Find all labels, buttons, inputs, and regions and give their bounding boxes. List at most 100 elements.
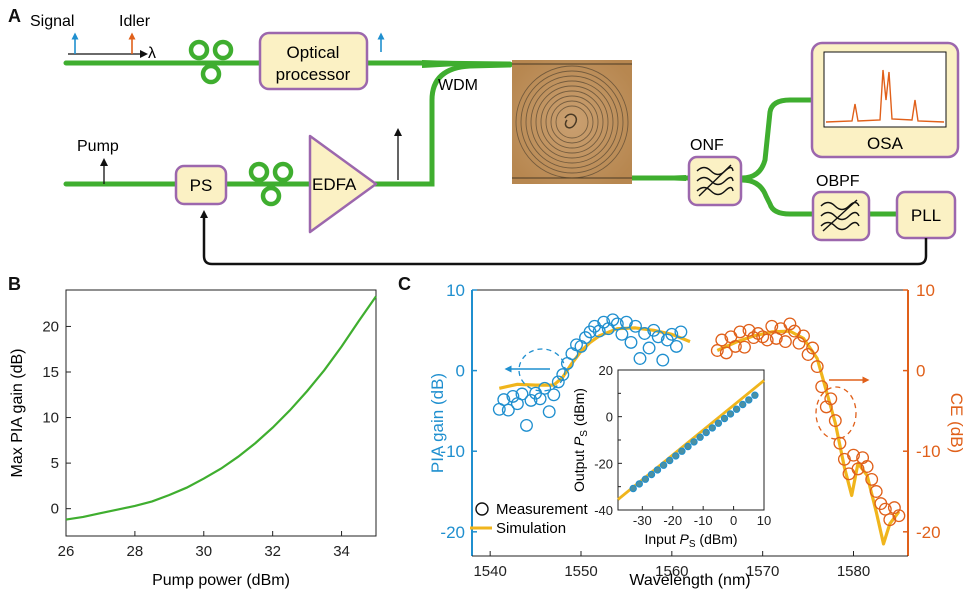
measurement-point-right bbox=[783, 317, 797, 331]
inset-point bbox=[647, 470, 656, 479]
inset-ytick-label: -20 bbox=[594, 456, 613, 471]
legend-measurement-marker bbox=[475, 502, 489, 516]
inset-ticks: -30 -20 -10 0 10 -40 -20 0 20 bbox=[594, 363, 771, 528]
measurement-point-left bbox=[547, 388, 561, 402]
measurement-point-left bbox=[624, 335, 638, 349]
inset-point bbox=[751, 391, 759, 399]
plot-c-xtick-label: 1560 bbox=[655, 563, 688, 580]
ps-box bbox=[174, 164, 228, 206]
plot-b-frame bbox=[65, 289, 377, 537]
measurement-point-right bbox=[801, 348, 815, 361]
plot-b-ytick-label: 5 bbox=[51, 455, 59, 472]
measurement-point-left bbox=[606, 313, 620, 327]
measurement-point-left bbox=[638, 327, 652, 340]
measurement-point-left bbox=[515, 387, 529, 401]
measurement-point-right bbox=[860, 460, 874, 473]
setup-diagram: A λ Signal Idler bbox=[8, 6, 960, 266]
inset-point bbox=[702, 428, 710, 437]
optical-processor-box bbox=[258, 31, 369, 91]
plot-c-xtick-label: 1580 bbox=[837, 563, 870, 580]
onf-filter-icon bbox=[696, 164, 734, 197]
measurement-point-left bbox=[674, 325, 688, 339]
plot-c-xtick-label: 1550 bbox=[564, 563, 597, 580]
measurement-point-right bbox=[819, 400, 833, 414]
measurement-point-right bbox=[738, 340, 751, 354]
inset-point bbox=[708, 424, 716, 432]
plot-c-right-ytick-label: -10 bbox=[916, 442, 941, 461]
measurement-point-right bbox=[733, 325, 747, 339]
plot-c-ylabel-left: PIA gain (dB) bbox=[428, 373, 447, 473]
legend-simulation-label: Simulation bbox=[496, 520, 566, 537]
feedback-loop bbox=[200, 210, 928, 266]
measurement-point-left bbox=[651, 330, 665, 344]
measurement-point-right bbox=[797, 329, 810, 343]
inset-xlabel: Input PS (dBm) bbox=[644, 531, 737, 550]
plot-c-left-ytick-label: -10 bbox=[440, 442, 465, 461]
plot-c-data bbox=[492, 313, 906, 546]
inset-point bbox=[696, 433, 704, 441]
inset-point bbox=[659, 461, 668, 469]
plot-b-xtick-label: 30 bbox=[195, 543, 212, 560]
left-series-highlight bbox=[518, 348, 566, 392]
osa-spectrum-icon bbox=[825, 69, 945, 123]
output-taper bbox=[616, 175, 686, 181]
plot-c-right-ytick-label: 0 bbox=[916, 362, 925, 381]
plot-c-ylabel-right: CE (dB) bbox=[947, 393, 965, 453]
inset-point bbox=[672, 452, 680, 460]
legend-measurement-label: Measurement bbox=[496, 501, 589, 518]
measurement-point-right bbox=[742, 323, 756, 337]
right-series-highlight bbox=[815, 386, 857, 440]
measurement-point-right bbox=[815, 380, 829, 394]
measurement-point-left bbox=[633, 352, 647, 365]
measurement-point-left bbox=[506, 389, 520, 403]
measurement-point-right bbox=[878, 502, 892, 516]
plot-b-xtick-label: 34 bbox=[333, 543, 350, 560]
pll-label: PLL bbox=[911, 206, 941, 225]
measurement-point-right bbox=[747, 331, 761, 345]
measurement-point-right bbox=[869, 485, 883, 498]
inset-point bbox=[690, 438, 698, 446]
inset-point bbox=[684, 442, 692, 451]
simulation-curve-left bbox=[498, 326, 691, 390]
inset-point bbox=[732, 405, 741, 413]
measurement-point-right bbox=[851, 462, 865, 476]
measurement-point-left bbox=[524, 393, 538, 407]
microring-chip-image bbox=[512, 60, 632, 184]
plot-b-xtick-label: 26 bbox=[58, 543, 75, 560]
inset-plot: -30 -20 -10 0 10 -40 -20 0 20 Input PS (dBm) Out… bbox=[571, 363, 771, 550]
inset-point bbox=[739, 400, 747, 409]
measurement-point-left bbox=[551, 375, 565, 389]
measurement-point-left bbox=[501, 403, 515, 417]
plot-b-xtick-label: 32 bbox=[264, 543, 281, 560]
measurement-point-right bbox=[824, 392, 838, 406]
inset-point bbox=[635, 480, 643, 488]
inset-data bbox=[617, 379, 765, 501]
measurement-point-right bbox=[847, 448, 860, 462]
pump-label: Pump bbox=[77, 138, 119, 155]
signal-label: Signal bbox=[30, 13, 74, 30]
polarization-controller-icon bbox=[188, 39, 234, 85]
optical-processor-label-1: Optical bbox=[287, 43, 340, 62]
lambda-label: λ bbox=[148, 45, 156, 62]
measurement-point-left bbox=[597, 315, 611, 329]
panel-label-b: B bbox=[8, 274, 21, 294]
measurement-point-left bbox=[642, 341, 656, 355]
measurement-point-left bbox=[656, 353, 670, 367]
inset-ytick-label: -40 bbox=[594, 503, 613, 518]
measurement-point-right bbox=[710, 344, 724, 357]
measurement-point-left bbox=[533, 392, 547, 406]
inset-point bbox=[726, 410, 735, 418]
edfa-amplifier-icon bbox=[308, 134, 378, 234]
inset-xtick-label: 0 bbox=[730, 513, 737, 528]
plot-c-left-ytick-label: 10 bbox=[446, 281, 465, 300]
optical-processor-label-2: processor bbox=[276, 65, 351, 84]
panel-label-c: C bbox=[398, 274, 411, 294]
measurement-point-left bbox=[665, 327, 679, 341]
plot-c-legend: Measurement Simulation bbox=[470, 501, 589, 537]
measurement-point-left bbox=[647, 323, 661, 337]
polarization-controller-2-icon bbox=[248, 161, 294, 207]
measurement-point-right bbox=[887, 501, 901, 515]
measurement-point-right bbox=[892, 509, 906, 523]
plot-b-xlabel: Pump power (dBm) bbox=[152, 572, 290, 589]
